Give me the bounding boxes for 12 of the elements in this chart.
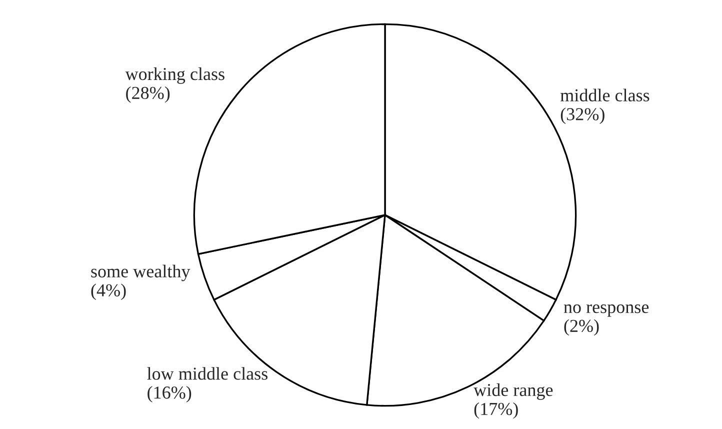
data-label: (16%) xyxy=(148,386,192,402)
slice-label: low middle class xyxy=(147,367,268,380)
data-label: (28%) xyxy=(126,86,170,103)
data-label: (4%) xyxy=(91,284,126,300)
slice-label: working class xyxy=(125,67,224,84)
slice-label: no response xyxy=(564,304,649,317)
slice-label: some wealthy xyxy=(91,264,190,282)
data-label: (32%) xyxy=(560,108,604,124)
data-label: (2%) xyxy=(564,319,599,336)
slice-label: middle class xyxy=(560,88,650,102)
data-label: (17%) xyxy=(474,402,518,419)
slice-label: wide range xyxy=(474,383,553,400)
